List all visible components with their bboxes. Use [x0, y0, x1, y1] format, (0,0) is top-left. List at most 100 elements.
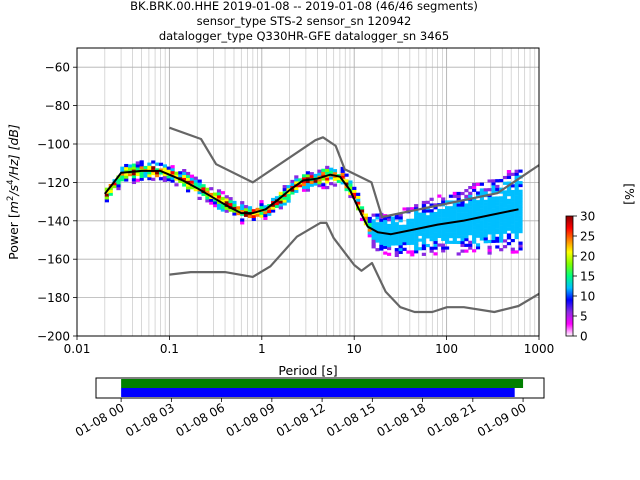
heatmap-cell — [348, 186, 353, 190]
heatmap-cell — [417, 232, 423, 236]
heatmap-cell — [286, 187, 291, 192]
heatmap-cell — [510, 230, 515, 234]
heatmap-cell — [394, 250, 399, 255]
heatmap-cell — [452, 211, 457, 216]
heatmap-cell — [502, 213, 508, 217]
heatmap-cell — [483, 225, 488, 229]
heatmap-cell — [499, 233, 504, 237]
heatmap-cell — [495, 245, 500, 249]
heatmap-cell — [387, 235, 392, 239]
heatmap-cell — [502, 201, 508, 206]
heatmap-cell — [491, 225, 496, 229]
heatmap-cell — [483, 231, 488, 235]
heatmap-cell — [131, 180, 137, 185]
heatmap-cell — [371, 225, 376, 229]
heatmap-cell — [363, 216, 368, 220]
heatmap-cell — [155, 162, 160, 166]
heatmap-cell — [479, 231, 484, 235]
heatmap-cell — [510, 172, 515, 176]
heatmap-cell — [124, 178, 129, 182]
heatmap-cell — [216, 206, 222, 210]
heatmap-cell — [491, 190, 496, 194]
heatmap-cell — [344, 173, 349, 177]
heatmap-cell — [414, 244, 419, 248]
heatmap-cell — [224, 198, 229, 202]
heatmap-cell — [325, 171, 330, 175]
heatmap-cell — [390, 225, 396, 229]
heatmap-cell — [468, 223, 473, 227]
heatmap-cell — [448, 217, 454, 221]
heatmap-cell — [483, 191, 488, 195]
heatmap-cell — [189, 177, 195, 181]
heatmap-cell — [475, 231, 481, 235]
heatmap-cell — [417, 238, 423, 242]
heatmap-cell — [429, 214, 434, 219]
heatmap-cell — [510, 215, 515, 220]
heatmap-cell — [375, 225, 380, 229]
heatmap-cell — [398, 216, 403, 220]
heatmap-cell — [429, 238, 434, 242]
heatmap-cell — [410, 207, 415, 211]
heatmap-cell — [518, 215, 523, 219]
heatmap-cell — [475, 182, 481, 186]
heatmap-cell — [398, 239, 403, 243]
heatmap-cell — [414, 230, 419, 234]
heatmap-cell — [487, 199, 492, 203]
heatmap-cell — [294, 186, 299, 191]
heatmap-cell — [371, 245, 376, 249]
heatmap-cell — [444, 237, 450, 241]
heatmap-cell — [213, 192, 218, 196]
heatmap-cell — [483, 199, 488, 203]
heatmap-cell — [483, 217, 488, 221]
heatmap-cell — [348, 194, 353, 199]
heatmap-cell — [495, 199, 500, 203]
heatmap-cell — [437, 194, 442, 198]
heatmap-cell — [124, 175, 129, 179]
heatmap-cell — [371, 213, 376, 217]
heatmap-cell — [135, 178, 140, 182]
heatmap-cell — [506, 172, 512, 177]
heatmap-cell — [472, 211, 477, 215]
y-tick-label: −80 — [45, 99, 70, 113]
heatmap-cell — [332, 183, 338, 187]
heatmap-cell — [247, 209, 253, 213]
heatmap-cell — [294, 189, 299, 193]
mode-line — [104, 169, 519, 236]
heatmap-cell — [398, 213, 403, 217]
heatmap-cell — [487, 219, 492, 223]
heatmap-cell — [162, 164, 167, 168]
heatmap-cell — [460, 238, 465, 242]
heatmap-cell — [487, 208, 492, 212]
heatmap-cell — [444, 229, 450, 233]
heatmap-cell — [514, 198, 519, 202]
y-tick-label: −120 — [37, 176, 70, 190]
heatmap-cell — [383, 216, 388, 221]
heatmap-cell — [379, 230, 384, 234]
timeline-tick-label: 01-08 00 — [73, 400, 127, 439]
heatmap-cell — [251, 217, 256, 221]
heatmap-cell — [518, 206, 523, 211]
heatmap-cell — [444, 234, 450, 239]
heatmap-cell — [514, 230, 519, 234]
heatmap-cell — [406, 238, 411, 243]
heatmap-cell — [220, 205, 225, 209]
heatmap-cell — [228, 202, 233, 207]
heatmap-cell — [444, 240, 450, 244]
heatmap-cell — [506, 204, 512, 208]
heatmap-cell — [394, 225, 399, 229]
heatmap-cell — [317, 181, 322, 185]
heatmap-cell — [472, 234, 477, 238]
heatmap-cell — [356, 201, 361, 205]
heatmap-cell — [452, 223, 457, 227]
heatmap-cell — [425, 232, 430, 236]
timeline-tick-label: 01-08 12 — [274, 400, 328, 439]
heatmap-cell — [263, 211, 268, 215]
heatmap-cell — [437, 220, 442, 224]
timeline-tick-label: 01-08 09 — [224, 400, 278, 439]
heatmap-cell — [151, 160, 156, 164]
heatmap-cell — [441, 200, 446, 204]
heatmap-cell — [414, 206, 419, 211]
heatmap-cell — [479, 225, 484, 230]
heatmap-cell — [417, 229, 423, 234]
heatmap-cell — [444, 232, 450, 236]
